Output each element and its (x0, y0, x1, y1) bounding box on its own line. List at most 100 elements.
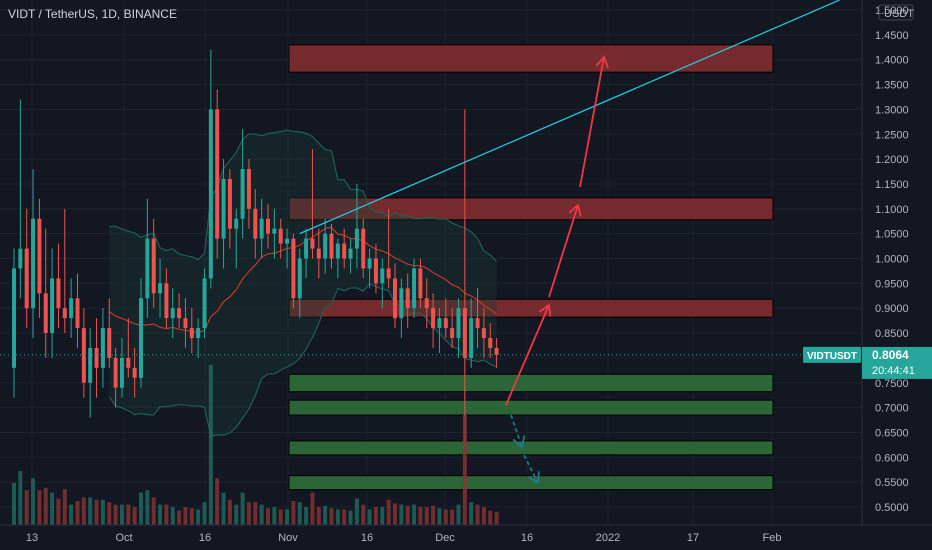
candle-body[interactable] (469, 318, 474, 358)
volume-bar (234, 504, 239, 525)
volume-bar (488, 510, 493, 525)
time-tick-label: 16 (199, 532, 211, 544)
candle-body[interactable] (272, 228, 277, 234)
candle-body[interactable] (37, 218, 42, 294)
candle-body[interactable] (361, 228, 366, 269)
candle-body[interactable] (221, 178, 226, 239)
candle-body[interactable] (151, 238, 156, 294)
candle-body[interactable] (259, 218, 264, 239)
candle-body[interactable] (177, 308, 182, 319)
candle-body[interactable] (386, 268, 391, 279)
volume-bar (94, 499, 99, 525)
candle-body[interactable] (354, 228, 359, 249)
candle-body[interactable] (164, 283, 169, 319)
candle-body[interactable] (380, 268, 385, 284)
candle-body[interactable] (94, 347, 99, 368)
candle-body[interactable] (399, 288, 404, 319)
candle-body[interactable] (189, 328, 194, 339)
candle-body[interactable] (69, 298, 74, 319)
candle-body[interactable] (367, 258, 372, 269)
candle-body[interactable] (335, 243, 340, 259)
candle-body[interactable] (56, 278, 61, 309)
time-tick-label: Nov (278, 532, 298, 544)
volume-bar (145, 490, 150, 525)
time-tick-label: 16 (361, 532, 373, 544)
candle-body[interactable] (285, 238, 290, 244)
candle-body[interactable] (81, 328, 86, 383)
volume-bar (481, 507, 486, 525)
candle-body[interactable] (462, 308, 467, 358)
candle-body[interactable] (107, 328, 112, 358)
candle-body[interactable] (62, 308, 67, 319)
candle-body[interactable] (183, 318, 188, 329)
volume-bar (424, 507, 429, 525)
volume-bar (37, 490, 42, 525)
candle-body[interactable] (424, 298, 429, 309)
candle-body[interactable] (475, 318, 480, 329)
candle-body[interactable] (393, 278, 397, 319)
support-zone-4 (288, 399, 774, 416)
candle-body[interactable] (100, 328, 105, 368)
candle-body[interactable] (348, 248, 353, 259)
candle-body[interactable] (266, 218, 270, 234)
volume-bar (354, 498, 359, 525)
candle-body[interactable] (126, 357, 131, 368)
candle-body[interactable] (196, 328, 201, 339)
candle-body[interactable] (139, 298, 143, 378)
candle-body[interactable] (450, 328, 455, 339)
volume-bar (469, 502, 474, 525)
candle-body[interactable] (437, 318, 442, 329)
candle-body[interactable] (481, 328, 486, 339)
candle-body[interactable] (240, 169, 245, 219)
candle-body[interactable] (329, 233, 334, 259)
candle-body[interactable] (170, 308, 175, 319)
candle-body[interactable] (304, 238, 309, 259)
candle-body[interactable] (278, 228, 283, 244)
candle-body[interactable] (323, 233, 328, 259)
candle-body[interactable] (291, 238, 296, 299)
candle-body[interactable] (75, 298, 80, 329)
time-tick-label: Dec (435, 532, 455, 544)
candle-body[interactable] (113, 357, 118, 388)
candle-body[interactable] (208, 109, 213, 279)
candle-body[interactable] (234, 218, 239, 229)
candle-body[interactable] (202, 278, 207, 329)
candle-body[interactable] (227, 178, 232, 229)
candle-body[interactable] (297, 258, 302, 299)
candle-body[interactable] (18, 248, 23, 269)
candle-body[interactable] (31, 218, 36, 309)
price-tick-label: 1.3000 (875, 104, 909, 116)
candle-body[interactable] (253, 208, 258, 239)
trendline[interactable] (299, 0, 840, 235)
candle-body[interactable] (418, 268, 423, 299)
candle-body[interactable] (488, 338, 493, 348)
candle-body[interactable] (50, 278, 55, 334)
candle-body[interactable] (310, 238, 315, 249)
candle-body[interactable] (215, 109, 220, 239)
candle-body[interactable] (316, 248, 321, 259)
candle-body[interactable] (494, 347, 499, 355)
candle-body[interactable] (158, 283, 163, 294)
candle-body[interactable] (24, 248, 29, 309)
candle-body[interactable] (43, 293, 48, 334)
candle-body[interactable] (246, 169, 251, 209)
candle-body[interactable] (88, 347, 93, 383)
candle-body[interactable] (342, 243, 347, 259)
candle-body[interactable] (456, 308, 461, 339)
volume-bar (100, 499, 105, 525)
currency-badge[interactable] (878, 4, 914, 21)
candle-body[interactable] (119, 357, 124, 388)
candle-body[interactable] (405, 288, 410, 309)
candle-body[interactable] (12, 268, 16, 368)
candle-body[interactable] (145, 238, 150, 299)
volume-bar (227, 499, 232, 525)
candle-body[interactable] (373, 258, 378, 284)
candle-body[interactable] (443, 318, 448, 329)
candle-body[interactable] (132, 367, 137, 378)
countdown-label: 20:44:41 (872, 365, 915, 377)
candle-body[interactable] (412, 268, 417, 309)
candle-body[interactable] (431, 308, 436, 329)
price-tick-label: 0.5000 (875, 502, 909, 514)
projection-arrow-3-head (595, 55, 609, 69)
